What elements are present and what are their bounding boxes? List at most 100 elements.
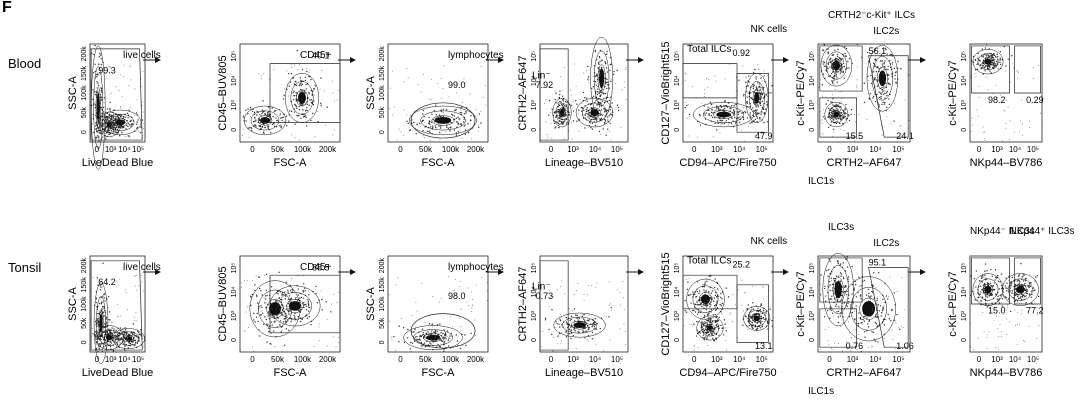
event-dot	[853, 287, 855, 289]
event-dot	[609, 108, 611, 111]
event-dot	[840, 114, 842, 116]
event-dot	[303, 301, 305, 304]
event-dot	[851, 306, 853, 309]
event-dot	[984, 137, 986, 139]
event-dot	[841, 98, 843, 100]
event-dot	[585, 108, 588, 111]
gate-value: 98.0	[448, 291, 466, 301]
event-dot	[889, 327, 891, 329]
event-dot	[275, 299, 277, 302]
gate-outline	[819, 97, 857, 138]
event-dot	[106, 108, 109, 110]
event-dot	[442, 112, 444, 114]
event-dot	[262, 111, 264, 113]
y-tick-label: 10⁴	[809, 287, 816, 298]
event-dot	[431, 326, 433, 328]
event-dot	[875, 71, 878, 73]
event-dot	[760, 77, 762, 79]
event-dot	[844, 53, 846, 55]
event-dot	[826, 269, 828, 272]
event-dot	[617, 289, 619, 291]
event-dot	[126, 308, 128, 310]
event-dot	[591, 128, 594, 130]
event-dot	[97, 74, 99, 76]
event-dot	[565, 109, 567, 112]
event-dot	[124, 116, 126, 118]
event-dot	[974, 299, 976, 301]
event-dot	[830, 309, 832, 311]
event-dot	[252, 280, 254, 282]
event-dot	[551, 137, 553, 139]
event-dot	[293, 314, 295, 317]
event-dot	[847, 276, 850, 278]
event-dot	[707, 317, 709, 320]
event-dot	[861, 323, 863, 325]
event-dot	[995, 60, 998, 63]
event-dot	[602, 128, 604, 130]
event-dot	[575, 85, 577, 87]
event-dot	[100, 96, 102, 99]
event-dot	[140, 86, 142, 88]
event-dot	[825, 103, 827, 105]
event-dot	[108, 311, 111, 313]
event-dot	[243, 330, 245, 332]
event-dot	[603, 118, 606, 121]
event-dot	[711, 290, 714, 292]
event-dot	[869, 93, 872, 95]
event-dot	[594, 101, 596, 103]
event-dot	[623, 323, 625, 325]
event-dot	[1005, 99, 1007, 101]
event-dot	[431, 324, 433, 326]
event-dot	[721, 302, 723, 304]
event-dot	[705, 277, 707, 279]
event-dot	[832, 277, 835, 280]
event-dot	[305, 88, 307, 90]
event-dot	[475, 284, 477, 286]
event-dot	[406, 114, 408, 116]
event-dot	[562, 121, 564, 123]
event-dot	[904, 309, 906, 311]
event-dot	[296, 107, 298, 110]
event-dot	[742, 65, 744, 67]
event-dot	[715, 320, 718, 322]
event-dot	[609, 302, 611, 304]
event-dot	[885, 86, 888, 89]
event-dot	[105, 132, 107, 134]
event-dot	[703, 96, 705, 98]
event-dot	[588, 117, 590, 120]
event-dot	[600, 92, 602, 94]
event-dot	[746, 96, 748, 98]
event-dot	[769, 308, 771, 310]
event-dot	[264, 302, 266, 304]
event-dot	[993, 288, 996, 291]
event-dot	[688, 277, 690, 279]
y-tick-label: 10³	[809, 100, 816, 111]
event-dot	[461, 106, 463, 108]
y-tick-label: 200k	[81, 258, 88, 274]
event-dot	[881, 134, 883, 136]
event-dot	[97, 338, 100, 340]
event-dot	[560, 101, 562, 103]
event-dot	[583, 313, 585, 316]
event-dot	[749, 310, 752, 313]
event-dot	[715, 129, 718, 131]
event-dot	[132, 323, 135, 325]
event-dot	[1039, 112, 1041, 114]
event-dot	[725, 326, 727, 328]
event-dot	[692, 309, 694, 312]
event-dot	[250, 129, 253, 132]
event-dot	[757, 63, 759, 65]
event-dot	[625, 98, 627, 100]
event-dot	[586, 113, 589, 115]
event-dot	[901, 325, 903, 327]
event-dot	[133, 319, 135, 321]
y-tick-label: 10⁴	[961, 75, 968, 86]
event-dot	[884, 47, 886, 50]
event-dot	[687, 281, 689, 283]
event-dot	[745, 315, 747, 318]
event-dot	[978, 296, 980, 298]
event-dot	[890, 320, 892, 322]
event-dot	[704, 304, 706, 306]
event-dot	[693, 349, 695, 351]
